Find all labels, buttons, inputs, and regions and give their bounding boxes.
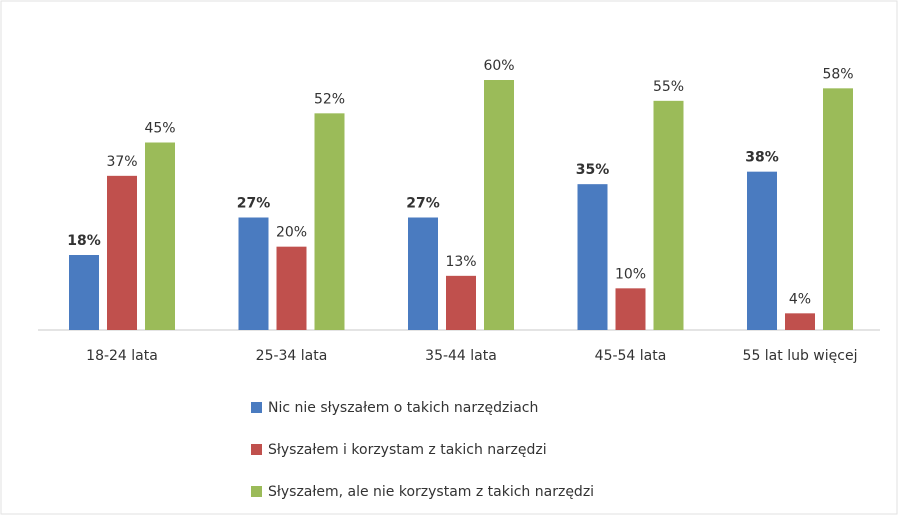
x-tick-label: 35-44 lata [425, 348, 497, 364]
bar [615, 288, 646, 330]
value-label: 27% [237, 196, 271, 212]
bar [314, 113, 345, 330]
legend-label: Słyszałem, ale nie korzystam z takich na… [268, 484, 594, 500]
value-label: 27% [406, 196, 440, 212]
legend-label: Słyszałem i korzystam z takich narzędzi [268, 442, 547, 458]
legend-swatch [251, 486, 262, 497]
value-label: 38% [745, 150, 779, 166]
bar [747, 171, 777, 330]
x-tick-label: 45-54 lata [595, 348, 667, 364]
bar [446, 275, 476, 330]
value-label: 35% [576, 162, 610, 178]
value-label: 58% [822, 66, 853, 82]
value-label: 13% [445, 254, 476, 270]
x-tick-label: 25-34 lata [256, 348, 328, 364]
bar [653, 100, 684, 330]
x-tick-label: 18-24 lata [86, 348, 158, 364]
value-label: 45% [144, 121, 175, 137]
bar [484, 80, 514, 330]
bar [238, 217, 269, 330]
bar [577, 184, 608, 330]
legend-swatch [251, 444, 262, 455]
value-label: 20% [276, 225, 307, 241]
bar [823, 88, 853, 330]
legend-label: Nic nie słyszałem o takich narzędziach [268, 400, 538, 416]
value-label: 18% [67, 233, 101, 249]
x-tick-label: 55 lat lub więcej [743, 348, 858, 364]
bar [107, 175, 137, 330]
bar [408, 217, 438, 330]
bar [145, 142, 175, 330]
bar [276, 246, 307, 330]
bar [785, 313, 815, 330]
value-label: 10% [615, 266, 646, 282]
bar [69, 255, 99, 330]
value-label: 60% [483, 58, 514, 74]
value-label: 37% [106, 154, 137, 170]
value-label: 55% [653, 79, 684, 95]
value-label: 4% [789, 291, 811, 307]
legend-swatch [251, 402, 262, 413]
value-label: 52% [314, 91, 345, 107]
